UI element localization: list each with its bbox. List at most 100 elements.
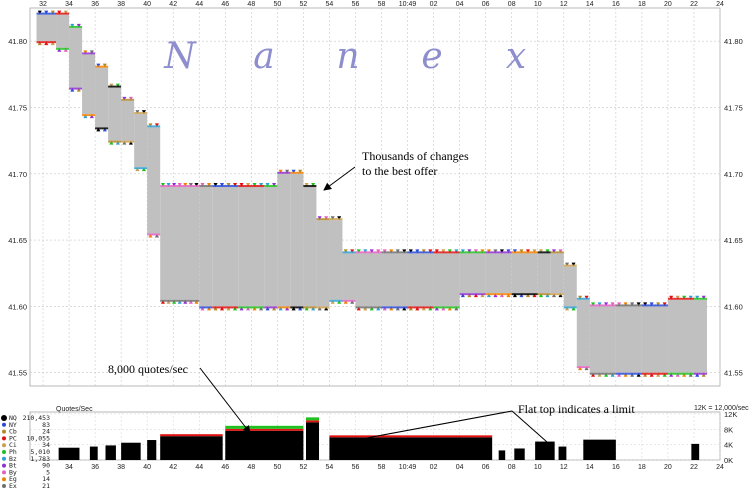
annotation-quotes-rate: 8,000 quotes/sec — [108, 362, 251, 434]
rate-bar-7 — [306, 422, 320, 460]
bid-edge-32 — [615, 372, 642, 375]
watermark-letter-4: x — [506, 36, 526, 77]
price-x-tick-26: 24 — [716, 1, 724, 8]
rate-bar-green-cap-6 — [225, 425, 304, 429]
bid-edge-7 — [134, 167, 148, 170]
legend-name-0: NQ — [9, 414, 17, 422]
ask-edge-20 — [355, 251, 382, 254]
ask-edge-4 — [95, 65, 109, 68]
spread-band-step-7 — [134, 114, 148, 168]
rate-bar-9 — [498, 450, 506, 460]
annotation-quotes-rate-text: 8,000 quotes/sec — [108, 362, 188, 376]
spread-band-step-34 — [667, 299, 694, 373]
annotation-quotes-rate-arrow — [199, 367, 251, 434]
price-x-tick-16: 04 — [456, 1, 464, 8]
spread-band — [36, 14, 707, 373]
bid-edge-5 — [108, 140, 122, 143]
rate-x-tick-23: 20 — [664, 464, 672, 471]
rate-bar-2 — [105, 445, 116, 460]
ask-edge-9 — [160, 185, 200, 188]
price-y-tick-left-3: 41.65 — [8, 236, 27, 245]
spread-band-step-33 — [641, 306, 668, 373]
price-x-tick-25: 22 — [690, 1, 698, 8]
rate-bar-1 — [89, 446, 98, 460]
rate-bar-red-cap-7 — [306, 420, 320, 423]
spread-band-step-2 — [69, 27, 83, 88]
bid-edge-26 — [511, 293, 538, 296]
rate-bar-14 — [691, 443, 700, 460]
price-x-tick-13: 58 — [378, 1, 386, 8]
legend-dot-9 — [2, 477, 6, 482]
rate-x-tick-5: 44 — [195, 464, 203, 471]
ask-edge-32 — [615, 304, 642, 307]
spread-band-step-25 — [485, 253, 512, 294]
price-x-tick-1: 34 — [65, 1, 73, 8]
rate-x-tick-13: 10:49 — [399, 464, 417, 471]
price-y-tick-labels-right: 41.80 41.75 41.70 41.65 41.60 41.55 — [724, 37, 743, 378]
legend-value-2: 24 — [42, 428, 50, 436]
bid-edge-21 — [381, 306, 408, 309]
rate-bar-red-cap-5 — [160, 434, 223, 437]
rate-x-tick-7: 48 — [247, 464, 255, 471]
ask-edge-24 — [459, 251, 486, 254]
ask-edge-34 — [667, 297, 694, 300]
rate-y-tick-2: 4K — [724, 441, 733, 450]
rate-x-tick-25: 24 — [716, 464, 724, 471]
legend-dot-6 — [2, 456, 6, 461]
price-y-tick-labels-left: 41.80 41.75 41.70 41.65 41.60 41.55 — [8, 37, 27, 378]
rate-bar-11 — [535, 441, 555, 460]
rate-scale-note: 12K = 12,000/sec — [694, 405, 749, 412]
bid-edge-12 — [238, 306, 265, 309]
ask-edge-19 — [342, 251, 356, 254]
legend-value-5: 5,010 — [30, 448, 50, 456]
bid-edge-6 — [121, 140, 135, 143]
price-x-tick-18: 08 — [508, 1, 516, 8]
legend-value-10: 21 — [42, 482, 50, 490]
bid-edge-23 — [433, 306, 460, 309]
ask-edge-25 — [485, 251, 512, 254]
ask-edge-2 — [69, 25, 83, 28]
spread-band-step-11 — [212, 187, 239, 307]
price-x-tick-11: 54 — [326, 1, 334, 8]
bid-edge-0 — [36, 41, 57, 44]
rate-y-tick-0: 12K — [724, 410, 737, 419]
price-y-tick-right-2: 41.70 — [724, 170, 743, 179]
bid-edge-34 — [667, 372, 694, 375]
bid-edge-31 — [589, 372, 616, 375]
legend-name-1: NY — [9, 421, 17, 429]
price-x-tick-17: 06 — [482, 1, 490, 8]
price-x-tick-labels: 32 34 36 38 40 42 44 46 48 50 52 54 56 58 10:49 02 04 06 0… — [39, 1, 724, 8]
spread-band-step-1 — [56, 14, 70, 48]
bid-edge-17 — [316, 306, 330, 309]
legend-value-7: 90 — [42, 462, 50, 470]
legend-value-1: 83 — [42, 421, 50, 429]
annotation-best-offer-arrow — [323, 166, 356, 191]
price-x-tick-22: 16 — [612, 1, 620, 8]
rate-x-tick-3: 40 — [143, 464, 151, 471]
legend-value-0: 210,453 — [23, 414, 50, 422]
bid-edge-1 — [56, 47, 70, 50]
annotation-flat-top-line-left — [344, 410, 513, 443]
rate-x-tick-15: 04 — [456, 464, 464, 471]
rate-bars — [58, 417, 700, 460]
ask-edge-15 — [290, 171, 304, 174]
legend-name-10: Ex — [9, 482, 17, 490]
price-y-tick-right-4: 41.60 — [724, 302, 743, 311]
ask-edge-14 — [277, 171, 291, 174]
spread-band-step-20 — [355, 253, 382, 307]
annotation-flat-top-text: Flat top indicates a limit — [518, 402, 635, 416]
spread-band-step-5 — [108, 87, 122, 141]
legend-dot-1 — [2, 422, 6, 427]
legend-value-3: 10,055 — [27, 434, 51, 442]
legend-dot-5 — [2, 450, 6, 454]
price-y-tick-left-2: 41.70 — [8, 170, 27, 179]
rate-axis-label: Quotes/Sec — [56, 406, 93, 413]
ask-edge-5 — [108, 85, 122, 88]
spread-band-step-6 — [121, 100, 135, 141]
rate-bar-red-cap-8 — [329, 435, 493, 438]
rate-x-tick-14: 02 — [430, 464, 438, 471]
annotation-flat-top-line-right — [511, 410, 548, 443]
rate-bar-8 — [329, 437, 493, 460]
